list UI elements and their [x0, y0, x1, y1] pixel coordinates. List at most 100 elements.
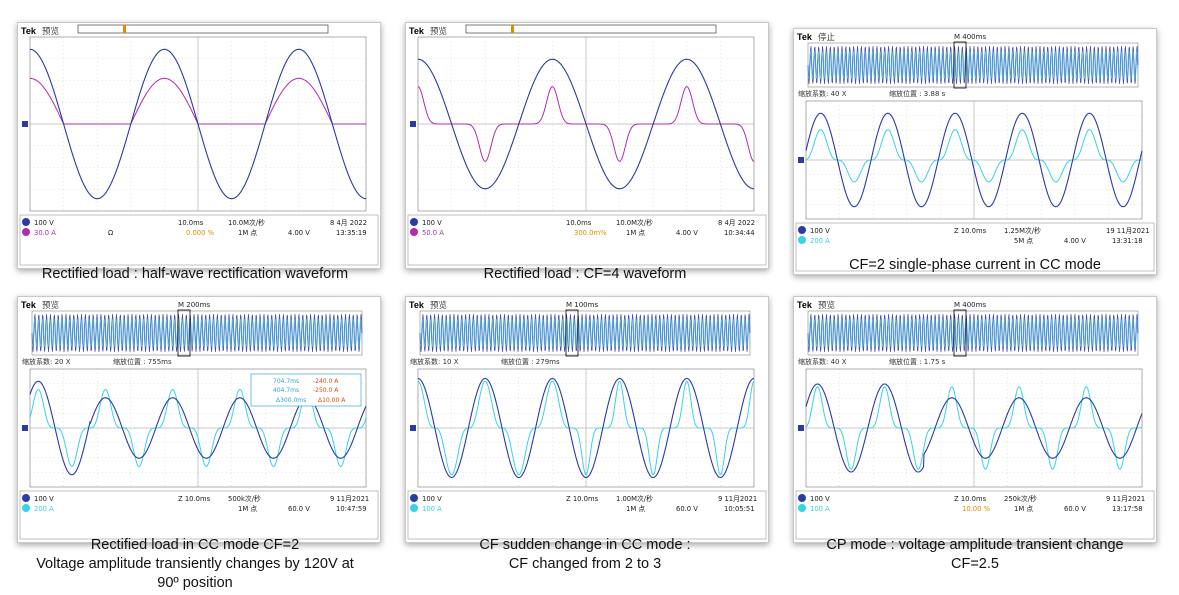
- channel-1-marker: [22, 425, 28, 431]
- scope-screen: Tek 预览 100 V 50.0 A 10.0ms 10.0M次/秒 1M 点 4.00 V…: [406, 23, 768, 268]
- overview-strip: [31, 313, 363, 353]
- status-field: 1.25M次/秒: [1004, 226, 1041, 235]
- status-field: 9 11月2021: [330, 495, 369, 503]
- status-field: 100 V: [34, 495, 54, 503]
- status-field: 100 A: [422, 505, 442, 513]
- status-field: 60.0 V: [288, 505, 310, 513]
- voltage-trace: [805, 383, 1143, 473]
- cursor-readout: 404.7ms: [273, 387, 299, 394]
- status-field: 0.000 %: [186, 229, 215, 237]
- voltage-trace: [805, 112, 1143, 208]
- status-field: 60.0 V: [676, 505, 698, 513]
- zoom-position-label: 缩放位置 : 755ms: [113, 357, 172, 366]
- status-field: Z 10.0ms: [566, 495, 599, 503]
- zoom-position-label: 缩放位置 : 3.88 s: [889, 89, 946, 98]
- status-field: 300.0m%: [574, 229, 607, 237]
- status-field: 13:35:19: [336, 229, 367, 237]
- status-field: 4.00 V: [1064, 237, 1086, 245]
- status-field: 100 V: [34, 219, 54, 227]
- brand-label: Tek: [409, 300, 425, 310]
- status-field: 100 V: [810, 227, 830, 235]
- zoom-factor-label: 缩放系数: 40 X: [798, 357, 847, 366]
- status-field: 13:17:58: [1112, 505, 1143, 513]
- acquisition-state: 预览: [430, 300, 447, 311]
- status-field: 50.0 A: [422, 229, 444, 237]
- caption-line: CF changed from 2 to 3: [508, 556, 662, 572]
- status-field: 9 11月2021: [718, 495, 757, 503]
- main-timebase-label: M 100ms: [566, 301, 598, 309]
- acquisition-state: 预览: [430, 26, 447, 37]
- status-field: 100 A: [810, 505, 830, 513]
- acquisition-state: 预览: [42, 300, 59, 311]
- acquisition-state: 停止: [818, 32, 836, 43]
- status-field: 1M 点: [626, 229, 645, 237]
- overview-strip: [419, 313, 751, 353]
- panel-caption: Rectified load : CF=4 waveform: [390, 265, 780, 284]
- status-field: 60.0 V: [1064, 505, 1086, 513]
- status-field: Z 10.0ms: [954, 495, 987, 503]
- channel-1-marker: [798, 425, 804, 431]
- panel-caption: CF sudden change in CC mode : CF changed …: [390, 536, 780, 574]
- status-field: 13:31:18: [1112, 237, 1143, 245]
- graticule: [418, 369, 754, 487]
- status-field: 9 11月2021: [1106, 495, 1145, 503]
- overview-strip: [807, 313, 1139, 353]
- graticule: [806, 369, 1142, 487]
- status-field: 19 11月2021: [1106, 227, 1150, 235]
- status-field: 8 4月 2022: [330, 219, 367, 227]
- brand-label: Tek: [21, 300, 37, 310]
- status-field: 1M 点: [1014, 505, 1033, 513]
- status-field: 10:47:59: [336, 505, 367, 513]
- scope-screen: Tek 预览 M 200ms 缩放系数: 20 X 缩放位置 : 755ms 704.7m…: [18, 297, 380, 542]
- status-field: 8 4月 2022: [718, 219, 755, 227]
- panel-caption: CF=2 single-phase current in CC mode: [780, 256, 1170, 275]
- panel-caption: Rectified load : half-wave rectification…: [0, 265, 390, 284]
- scope-screen: Tek 预览 M 100ms 缩放系数: 10 X 缩放位置 : 279ms 100 V 1…: [406, 297, 768, 542]
- current-trace: [805, 386, 1143, 470]
- zoom-position-label: 缩放位置 : 1.75 s: [889, 357, 946, 366]
- oscilloscope-panel: Tek 预览 M 100ms 缩放系数: 10 X 缩放位置 : 279ms 100 V 1…: [405, 296, 769, 543]
- channel-1-marker: [410, 121, 416, 127]
- status-field: 10.00 %: [962, 505, 991, 513]
- caption-line: CF=2 single-phase current in CC mode: [849, 257, 1101, 273]
- voltage-trace: [418, 58, 754, 190]
- zoom-factor-label: 缩放系数: 10 X: [410, 357, 459, 366]
- status-field: Z 10.0ms: [178, 495, 211, 503]
- scope-screen: Tek 预览 100 V 30.0 A Ω 10.0ms 10.0M次/秒 1M 点 4.00 …: [18, 23, 380, 268]
- current-trace: [417, 380, 755, 476]
- status-field: 250k次/秒: [1004, 494, 1037, 503]
- status-field: 100 V: [422, 219, 442, 227]
- caption-line: 90º position: [157, 575, 233, 591]
- status-field: 1M 点: [238, 229, 257, 237]
- status-field: 100 V: [422, 495, 442, 503]
- zoom-factor-label: 缩放系数: 20 X: [22, 357, 71, 366]
- brand-label: Tek: [409, 26, 425, 36]
- scope-screen: Tek 停止 M 400ms 缩放系数: 40 X 缩放位置 : 3.88 s 100 V…: [794, 29, 1156, 274]
- cursor-readout: Δ10.00 A: [318, 397, 346, 404]
- channel-1-marker: [798, 157, 804, 163]
- status-field: Ω: [108, 229, 113, 237]
- caption-line: Voltage amplitude transiently changes by…: [36, 556, 354, 572]
- status-field: 200 A: [34, 505, 54, 513]
- cursor-readout: 704.7ms: [273, 378, 299, 385]
- caption-line: Rectified load : CF=4 waveform: [483, 266, 687, 282]
- cursor-readout: -250.0 A: [313, 387, 339, 394]
- status-field: 4.00 V: [288, 229, 310, 237]
- oscilloscope-panel: Tek 预览 100 V 50.0 A 10.0ms 10.0M次/秒 1M 点 4.00 V…: [405, 22, 769, 269]
- acquisition-state: 预览: [42, 26, 59, 37]
- status-field: 100 V: [810, 495, 830, 503]
- scope-screen: Tek 预览 M 400ms 缩放系数: 40 X 缩放位置 : 1.75 s 100 V…: [794, 297, 1156, 542]
- status-field: 1M 点: [626, 505, 645, 513]
- caption-line: CP mode : voltage amplitude transient ch…: [826, 537, 1124, 553]
- status-field: Z 10.0ms: [954, 227, 987, 235]
- brand-label: Tek: [797, 300, 813, 310]
- status-field: 200 A: [810, 237, 830, 245]
- status-field: 10.0M次/秒: [228, 218, 265, 227]
- oscilloscope-panel: Tek 停止 M 400ms 缩放系数: 40 X 缩放位置 : 3.88 s 100 V…: [793, 28, 1157, 275]
- caption-line: CF sudden change in CC mode :: [479, 537, 691, 553]
- status-field: 5M 点: [1014, 237, 1033, 245]
- status-field: 1.00M次/秒: [616, 494, 653, 503]
- caption-line: Rectified load in CC mode CF=2: [90, 537, 300, 553]
- current-trace: [805, 129, 1143, 183]
- main-timebase-label: M 400ms: [954, 301, 986, 309]
